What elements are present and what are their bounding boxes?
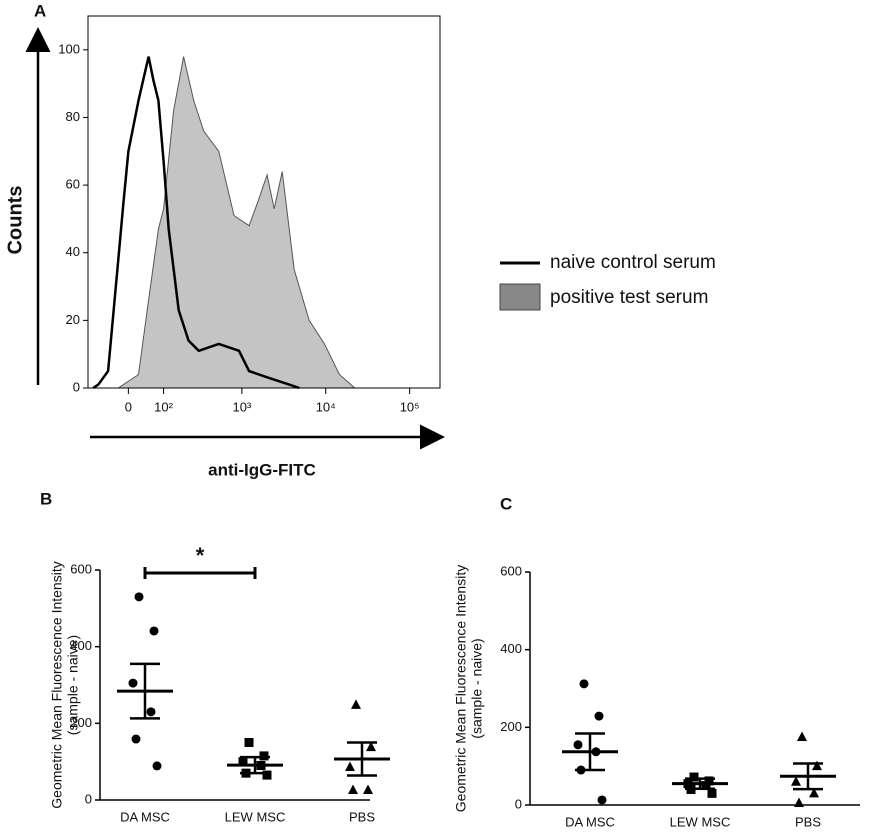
x-tick-label: PBS [795, 814, 821, 829]
data-point [134, 592, 144, 602]
y-tick-label: 400 [500, 641, 522, 656]
x-tick-label: 10⁵ [400, 399, 420, 414]
data-point [366, 741, 376, 752]
data-point [707, 788, 717, 798]
x-tick-label: DA MSC [120, 809, 170, 824]
y-axis-label: Geometric Mean Fluorescence Intensity [453, 565, 469, 812]
x-tick-label: 10⁴ [316, 399, 336, 414]
x-tick-label: 10² [154, 399, 173, 414]
data-point [594, 711, 604, 721]
significance-label: * [196, 543, 205, 568]
data-point [149, 626, 159, 636]
data-point [579, 679, 589, 689]
y-tick-label: 40 [66, 244, 80, 259]
x-tick-label: LEW MSC [670, 814, 731, 829]
x-tick-label: DA MSC [565, 814, 615, 829]
data-point [791, 776, 801, 786]
y-tick-label: 100 [58, 41, 80, 56]
y-tick-label: 600 [500, 563, 522, 578]
y-axis-label: (sample - naive) [65, 635, 81, 735]
data-point [363, 784, 373, 795]
y-tick-label: 0 [515, 796, 522, 811]
panel-label: A [34, 1, 46, 20]
y-tick-label: 600 [70, 561, 92, 576]
data-point [689, 772, 699, 782]
data-point [348, 784, 358, 795]
data-point [345, 761, 355, 772]
x-axis-label: anti-IgG-FITC [208, 460, 316, 479]
x-tick-label: 10³ [232, 399, 251, 414]
data-point [812, 760, 822, 771]
data-point [131, 734, 141, 744]
data-point [262, 770, 272, 780]
data-point [128, 678, 138, 688]
y-axis-label: (sample - naive) [469, 638, 485, 738]
data-point [351, 699, 361, 709]
data-point [146, 707, 156, 717]
y-tick-label: 0 [73, 379, 80, 394]
data-point [794, 797, 804, 808]
data-point [238, 757, 248, 767]
data-point [797, 731, 807, 742]
data-point [244, 738, 254, 747]
area [116, 56, 357, 389]
legend-label: naive control serum [550, 252, 716, 273]
data-point [152, 761, 162, 771]
legend-swatch [499, 283, 541, 311]
y-axis-label: Geometric Mean Fluorescence Intensity [49, 561, 65, 808]
data-point [573, 740, 583, 750]
y-tick-label: 200 [500, 719, 522, 734]
x-tick-label: 0 [125, 399, 132, 414]
y-tick-label: 60 [66, 177, 80, 192]
line [92, 56, 300, 390]
x-tick-label: PBS [349, 809, 375, 824]
y-tick-label: 0 [85, 791, 92, 806]
plot-frame [87, 15, 441, 389]
y-tick-label: 80 [66, 109, 80, 124]
significance-bracket [143, 567, 257, 579]
legend-label: positive test serum [550, 287, 708, 308]
data-point [809, 787, 819, 798]
x-tick-label: LEW MSC [225, 809, 286, 824]
y-tick-label: 400 [70, 638, 92, 653]
panel-label: B [40, 489, 52, 508]
y-tick-label: 20 [66, 312, 80, 327]
data-point [597, 795, 607, 805]
y-tick-label: 200 [70, 715, 92, 730]
panel-label: C [500, 494, 512, 513]
data-point [704, 776, 714, 786]
y-axis-label: Counts [4, 186, 26, 255]
data-point [701, 781, 711, 791]
